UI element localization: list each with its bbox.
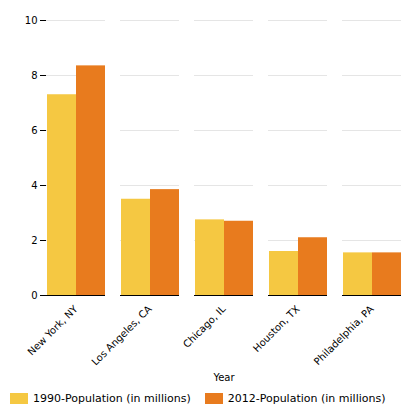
svg-text:Chicago, IL: Chicago, IL bbox=[181, 303, 228, 350]
svg-text:New York, NY: New York, NY bbox=[25, 303, 80, 358]
svg-text:8: 8 bbox=[31, 70, 37, 81]
svg-text:2: 2 bbox=[31, 235, 37, 246]
html-text:1990-Population (in millions): 1990-Population (in millions) bbox=[33, 392, 191, 405]
svg-text:4: 4 bbox=[31, 180, 37, 191]
svg-text:0: 0 bbox=[31, 290, 37, 301]
svg-text:10: 10 bbox=[25, 15, 38, 26]
svg-text:Los Angeles, CA: Los Angeles, CA bbox=[89, 303, 153, 367]
svg-text:6: 6 bbox=[31, 125, 37, 136]
html-text:2012-Population (in millions): 2012-Population (in millions) bbox=[227, 392, 386, 405]
svg-text:Year: Year bbox=[212, 372, 235, 383]
svg-text:Houston, TX: Houston, TX bbox=[251, 303, 302, 354]
svg-text:Philadelphia, PA: Philadelphia, PA bbox=[312, 303, 376, 367]
